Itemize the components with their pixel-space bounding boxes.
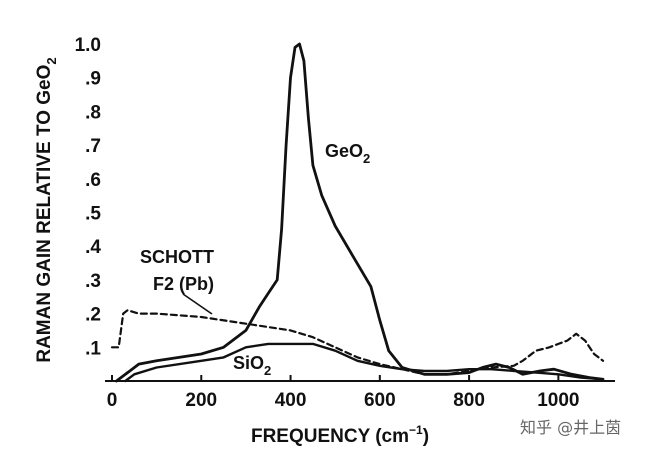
y-tick-label: .7 bbox=[85, 136, 101, 157]
x-tick-label: 1000 bbox=[537, 390, 579, 411]
y-tick-label: .9 bbox=[85, 69, 101, 90]
x-tick-label: 600 bbox=[364, 390, 396, 411]
plot-area bbox=[110, 42, 605, 383]
sio2-curve bbox=[124, 342, 605, 383]
annotation-sio2: SiO2 bbox=[233, 353, 271, 378]
x-tick-label: 0 bbox=[107, 390, 118, 411]
y-tick-label: .4 bbox=[85, 237, 101, 258]
annotation-geo2: GeO2 bbox=[325, 141, 370, 166]
x-tick-label: 400 bbox=[275, 390, 307, 411]
y-tick-label: .8 bbox=[85, 102, 101, 123]
y-tick-label: .5 bbox=[85, 204, 101, 225]
y-tick-label: .2 bbox=[85, 305, 101, 326]
y-tick-label: .3 bbox=[85, 271, 101, 292]
y-axis-title: RAMAN GAIN RELATIVE TO GeO2 bbox=[34, 57, 59, 362]
y-tick-label: .1 bbox=[85, 338, 101, 359]
watermark: 知乎 @井上茵 bbox=[520, 418, 621, 437]
x-ticks: 0 200 400 600 800 1000 bbox=[107, 375, 580, 411]
x-tick-label: 800 bbox=[453, 390, 485, 411]
y-ticks: .1 .2 .3 .4 .5 .6 .7 .8 .9 1.0 bbox=[75, 35, 102, 359]
x-tick-label: 200 bbox=[185, 390, 217, 411]
annotation-schott-pointer bbox=[182, 293, 213, 315]
y-tick-label: 1.0 bbox=[75, 35, 101, 56]
geo2-curve bbox=[115, 42, 605, 383]
y-tick-label: .6 bbox=[85, 170, 101, 191]
annotation-schott-f2: F2 (Pb) bbox=[153, 274, 214, 294]
x-axis-title: FREQUENCY (cm−1) bbox=[251, 423, 429, 447]
annotation-schott: SCHOTT bbox=[140, 247, 214, 267]
schott-f2-curve bbox=[110, 309, 605, 376]
